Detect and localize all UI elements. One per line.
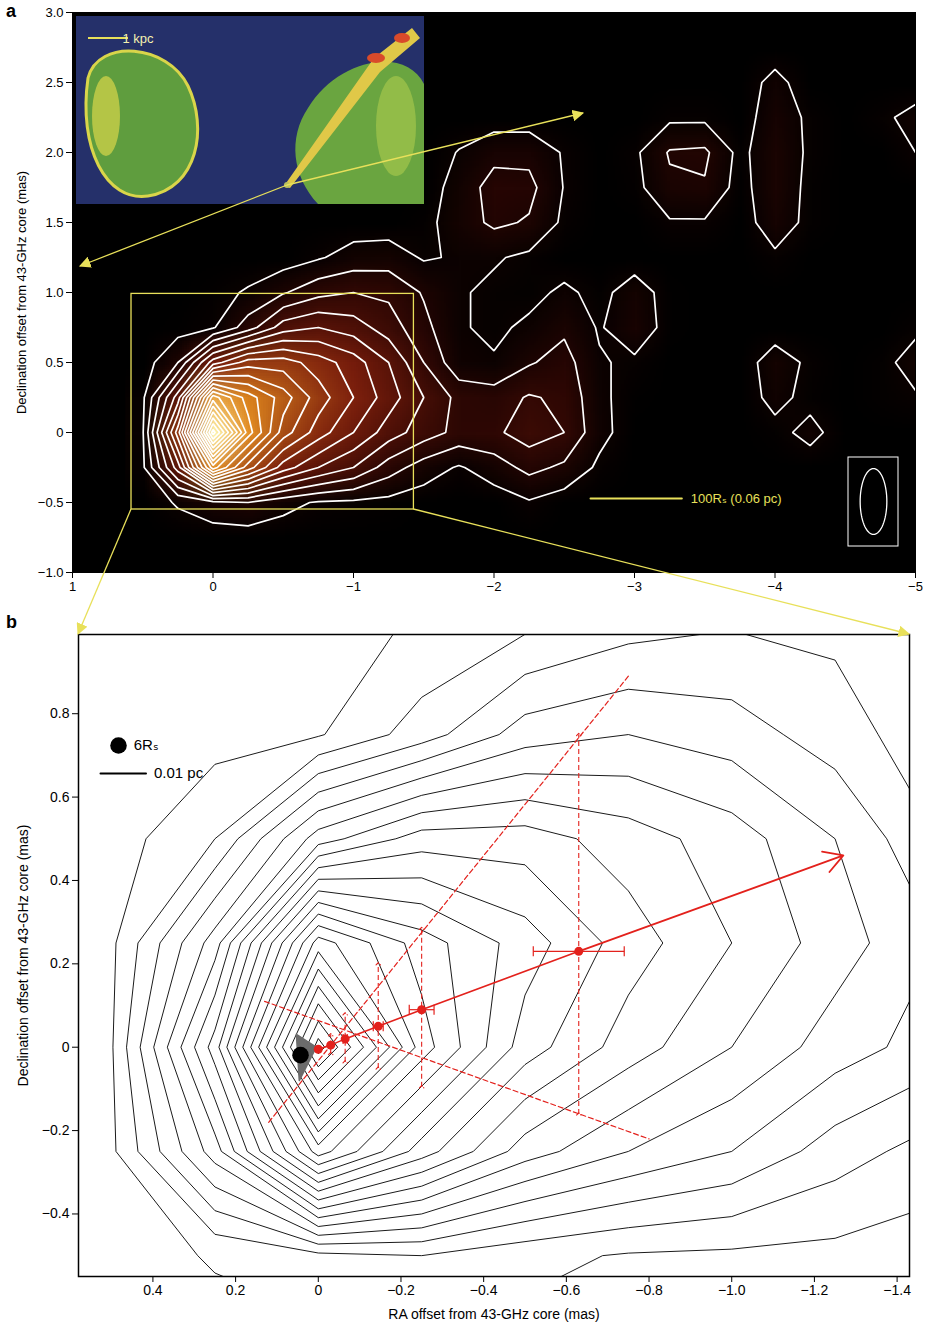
- svg-text:−0.4: −0.4: [470, 1282, 498, 1298]
- svg-text:−0.6: −0.6: [553, 1282, 581, 1298]
- svg-text:−0.2: −0.2: [42, 1122, 70, 1138]
- svg-text:0: 0: [62, 1039, 70, 1055]
- svg-text:0.6: 0.6: [50, 789, 70, 805]
- svg-text:Declination offset from 43-GHz: Declination offset from 43-GHz core (mas…: [14, 171, 29, 414]
- svg-text:−1.0: −1.0: [718, 1282, 746, 1298]
- svg-text:0.2: 0.2: [226, 1282, 246, 1298]
- svg-text:1.5: 1.5: [45, 215, 63, 230]
- svg-text:100Rₛ (0.06 pc): 100Rₛ (0.06 pc): [691, 491, 782, 506]
- svg-text:b: b: [6, 612, 17, 632]
- svg-text:0.4: 0.4: [143, 1282, 163, 1298]
- svg-text:0: 0: [56, 425, 63, 440]
- svg-text:Declination offset from 43-GHz: Declination offset from 43-GHz core (mas…: [15, 825, 31, 1087]
- svg-text:−0.2: −0.2: [387, 1282, 415, 1298]
- svg-text:3.0: 3.0: [45, 5, 63, 20]
- svg-text:−5: −5: [908, 579, 923, 594]
- svg-text:0.8: 0.8: [50, 705, 70, 721]
- svg-text:0.2: 0.2: [50, 955, 70, 971]
- svg-text:−0.4: −0.4: [42, 1205, 70, 1221]
- svg-text:1.0: 1.0: [45, 285, 63, 300]
- svg-text:−1.0: −1.0: [38, 565, 64, 580]
- svg-text:−4: −4: [768, 579, 783, 594]
- svg-text:0: 0: [314, 1282, 322, 1298]
- svg-text:RA offset from 43-GHz core (ma: RA offset from 43-GHz core (mas): [388, 1306, 599, 1322]
- svg-text:−1.2: −1.2: [801, 1282, 829, 1298]
- svg-text:6Rₛ: 6Rₛ: [134, 736, 159, 753]
- svg-text:−0.8: −0.8: [635, 1282, 663, 1298]
- svg-text:−2: −2: [487, 579, 502, 594]
- svg-text:0.01 pc: 0.01 pc: [154, 764, 204, 781]
- svg-text:2.5: 2.5: [45, 75, 63, 90]
- svg-text:−0.5: −0.5: [38, 495, 64, 510]
- svg-text:0.4: 0.4: [50, 872, 70, 888]
- svg-text:1 kpc: 1 kpc: [122, 31, 154, 46]
- svg-text:−1.4: −1.4: [883, 1282, 911, 1298]
- svg-text:2.0: 2.0: [45, 145, 63, 160]
- svg-text:−1: −1: [346, 579, 361, 594]
- svg-text:1: 1: [69, 579, 76, 594]
- svg-text:0: 0: [209, 579, 216, 594]
- svg-text:0.5: 0.5: [45, 355, 63, 370]
- svg-text:a: a: [6, 1, 17, 21]
- svg-text:−3: −3: [627, 579, 642, 594]
